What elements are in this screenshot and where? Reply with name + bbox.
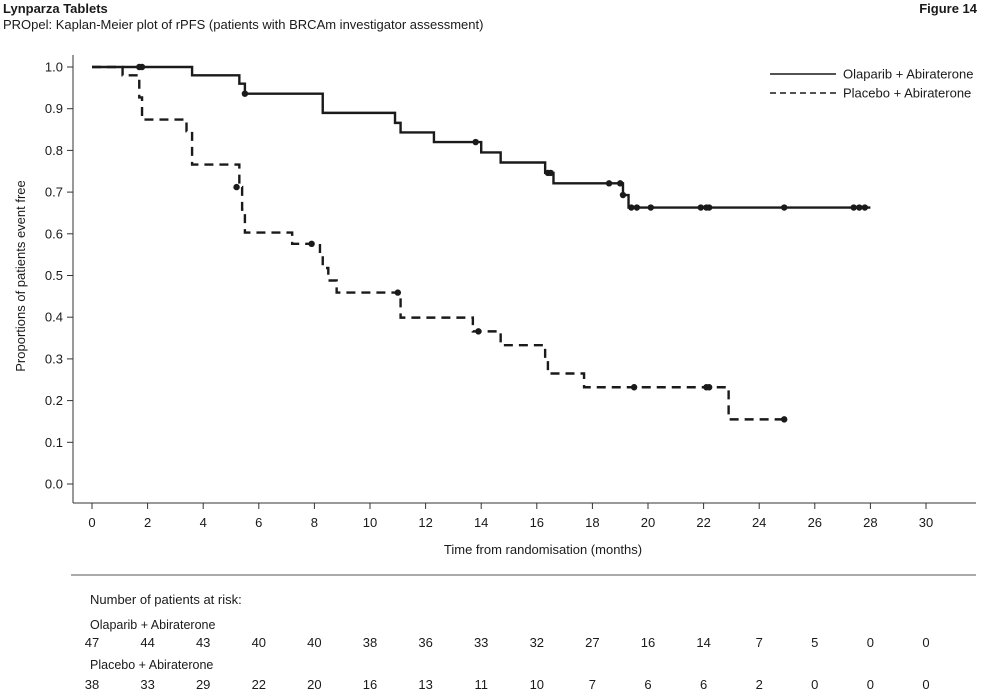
x-tick-label: 0 (88, 515, 95, 530)
censor-mark-series-1 (233, 183, 240, 191)
censor-mark-series-0 (633, 204, 641, 211)
censor-mark-series-0 (850, 204, 857, 211)
censor-mark-series-1 (781, 416, 788, 423)
censor-mark-series-0 (856, 204, 863, 211)
x-tick-label: 22 (696, 515, 710, 530)
x-tick-label: 10 (363, 515, 377, 530)
risk-value: 2 (755, 677, 763, 692)
x-axis-label: Time from randomisation (months) (444, 542, 642, 557)
risk-value: 20 (307, 677, 322, 692)
risk-value: 7 (755, 635, 763, 650)
censor-mark-series-0 (472, 138, 479, 146)
censor-mark-series-1 (630, 384, 638, 391)
axes: 0 2 4 6 8 10 12 14 16 18 20 22 24 26 28 300.00.10.20.30… (45, 55, 976, 530)
censor-mark-series-0 (619, 191, 627, 199)
risk-value: 36 (418, 635, 433, 650)
x-tick-label: 20 (641, 515, 655, 530)
curves (92, 63, 871, 423)
risk-value: 11 (474, 677, 488, 692)
x-tick-label: 14 (474, 515, 488, 530)
risk-value: 14 (696, 635, 711, 650)
censor-mark-series-0 (617, 180, 624, 187)
risk-value: 40 (251, 635, 267, 650)
risk-value: 7 (588, 677, 596, 692)
product-title: Lynparza Tablets (3, 1, 108, 16)
censor-mark-series-0 (647, 204, 654, 211)
legend-label-series-1: Placebo + Abiraterone (843, 86, 971, 101)
risk-value: 10 (529, 677, 545, 692)
legend-label-series-0: Olaparib + Abiraterone (843, 67, 973, 82)
x-tick-label: 2 (144, 515, 151, 530)
censor-mark-series-0 (861, 204, 869, 211)
x-tick-label: 26 (808, 515, 822, 530)
censor-mark-series-0 (547, 169, 554, 177)
y-axis-label: Proportions of patients event free (13, 180, 28, 372)
censor-mark-series-0 (697, 204, 705, 211)
risk-value: 0 (922, 677, 930, 692)
x-tick-label: 28 (863, 515, 877, 530)
risk-value: 44 (140, 635, 155, 650)
risk-value: 5 (811, 635, 819, 650)
y-tick-label: 1.0 (45, 60, 63, 75)
risk-value: 0 (866, 677, 874, 692)
risk-value: 33 (140, 677, 155, 692)
y-tick-label: 0.3 (45, 351, 63, 366)
risk-value: 6 (644, 677, 652, 692)
x-tick-label: 12 (418, 515, 432, 530)
risk-row-label-placebo: Placebo + Abiraterone (90, 658, 214, 672)
risk-value: 16 (362, 677, 378, 692)
y-tick-label: 0.6 (45, 226, 63, 241)
censor-mark-series-1 (136, 63, 143, 71)
risk-value: 27 (585, 635, 600, 650)
y-tick-label: 0.9 (45, 101, 63, 116)
y-tick-label: 0.5 (45, 268, 63, 283)
risk-value: 43 (195, 635, 211, 650)
censor-mark-series-1 (308, 240, 315, 248)
x-tick-label: 4 (200, 515, 207, 530)
risk-value: 33 (473, 635, 489, 650)
risk-value: 40 (307, 635, 322, 650)
y-tick-label: 0.4 (45, 310, 63, 325)
km-curve-series-0 (92, 65, 871, 209)
y-tick-label: 0.7 (45, 185, 63, 200)
y-tick-label: 0.8 (45, 143, 63, 158)
y-tick-label: 0.2 (45, 393, 63, 408)
censor-mark-series-0 (705, 204, 713, 211)
risk-value: 16 (640, 635, 656, 650)
x-tick-label: 8 (311, 515, 318, 530)
x-tick-label: 18 (585, 515, 599, 530)
figure-number: Figure 14 (919, 1, 977, 16)
x-tick-label: 24 (752, 515, 766, 530)
risk-value: 0 (866, 635, 874, 650)
risk-value: 6 (699, 677, 708, 692)
x-tick-label: 6 (255, 515, 262, 530)
x-tick-label: 16 (530, 515, 544, 530)
risk-value: 0 (922, 635, 930, 650)
risk-value: 22 (251, 677, 267, 692)
risk-value: 0 (811, 677, 819, 692)
censor-mark-series-0 (628, 204, 635, 211)
censor-mark-series-0 (781, 204, 788, 211)
risk-value: 13 (418, 677, 433, 692)
censor-mark-series-1 (475, 328, 482, 335)
risk-row-label-olaparib: Olaparib + Abiraterone (90, 618, 216, 632)
km-curve-series-1 (92, 65, 785, 421)
risk-value: 38 (362, 635, 378, 650)
chart-subtitle: PROpel: Kaplan-Meier plot of rPFS (patie… (3, 17, 484, 32)
y-tick-label: 0.1 (45, 435, 63, 450)
risk-table-title: Number of patients at risk: (90, 592, 242, 607)
y-tick-label: 0.0 (45, 477, 63, 492)
censor-mark-series-1 (705, 384, 713, 391)
legend: Olaparib + Abiraterone Placebo + Abirater… (770, 67, 973, 101)
censor-mark-series-0 (241, 90, 249, 97)
censor-mark-series-0 (605, 180, 613, 187)
risk-value: 29 (195, 677, 211, 692)
x-tick-label: 30 (919, 515, 933, 530)
risk-value: 32 (529, 635, 545, 650)
risk-value: 38 (84, 677, 100, 692)
risk-value: 47 (84, 635, 100, 650)
censor-mark-series-1 (394, 289, 401, 296)
